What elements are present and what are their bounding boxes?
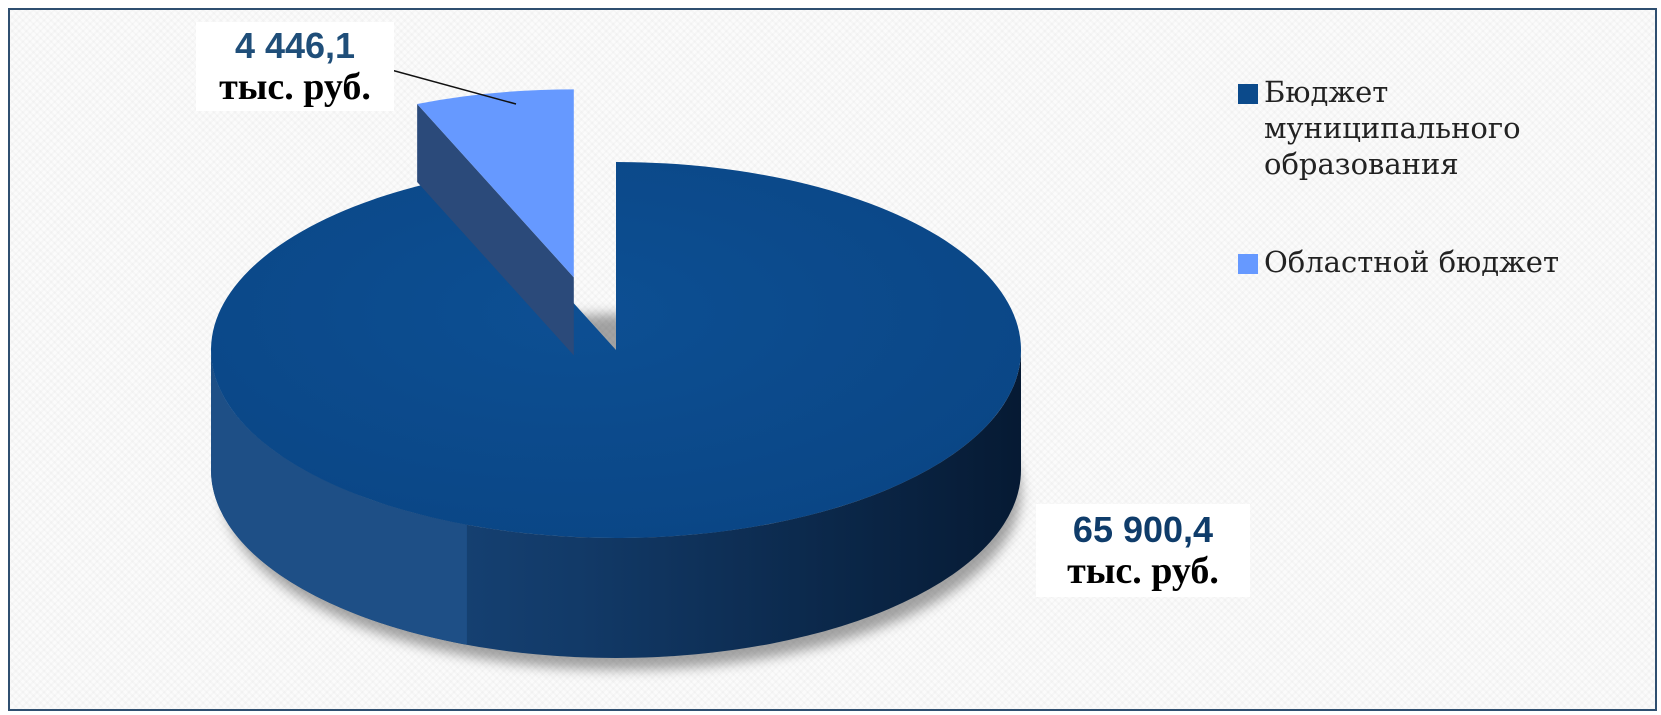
data-label-unit: тыс. руб. [219,66,371,109]
data-label-value: 65 900,4 [1072,509,1214,550]
data-label-oblast-budget: 4 446,1 тыс. руб. [196,22,394,111]
data-label-value: 4 446,1 [234,25,356,66]
pie-wall-oblast-budget [417,103,574,356]
pie-slice-municipal-budget [211,162,1022,538]
legend-item-municipal-budget: Бюджет муниципального образования [1234,74,1554,182]
legend-label: Бюджет муниципального образования [1264,75,1521,181]
legend-label: Областной бюджет [1264,245,1560,279]
legend-swatch [1238,84,1258,104]
legend-swatch [1238,254,1258,274]
pie-chart [211,67,1022,670]
data-label-municipal-budget: 65 900,4 тыс. руб. [1036,504,1250,597]
legend-item-oblast-budget: Областной бюджет [1234,244,1655,280]
pie-slice-oblast-budget [417,89,574,278]
data-label-unit: тыс. руб. [1067,550,1219,593]
pie-side-left-municipal-budget [211,350,467,645]
chart-frame: 4 446,1 тыс. руб. 65 900,4 тыс. руб. Бюд… [8,8,1657,711]
leader-line [383,67,517,105]
legend: Бюджет муниципального образования Област… [1234,74,1655,280]
